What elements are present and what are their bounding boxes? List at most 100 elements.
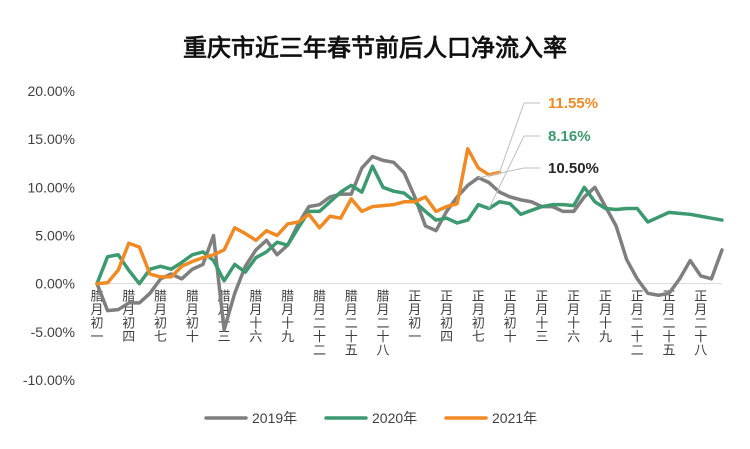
x-tick-label: 正月二十五	[663, 290, 676, 359]
x-tick-char: 正	[504, 290, 517, 305]
x-tick-char: 六	[249, 330, 262, 345]
y-tick-label: 20.00%	[28, 83, 75, 99]
x-tick-char: 七	[154, 330, 167, 345]
chart-title: 重庆市近三年春节前后人口净流入率	[183, 34, 567, 62]
x-tick-char: 月	[154, 303, 167, 318]
x-tick-char: 月	[535, 303, 548, 318]
x-tick-char: 月	[281, 303, 294, 318]
x-tick-char: 四	[440, 330, 453, 345]
x-tick-char: 八	[377, 344, 390, 359]
callout-labels: 11.55% 8.16% 10.50%	[478, 95, 599, 209]
legend-label: 2020年	[372, 410, 417, 426]
series-line-2021年	[95, 147, 502, 286]
callout-label: 11.55%	[548, 95, 598, 112]
x-tick-char: 初	[408, 317, 421, 332]
callout-leader	[499, 102, 525, 173]
callout-label: 10.50%	[548, 160, 599, 177]
x-tick-char: 腊	[313, 290, 326, 305]
x-tick-label: 腊月十六	[249, 290, 262, 346]
x-axis: 腊月初一腊月初四腊月初七腊月初十腊月十三腊月十六腊月十九腊月二十二腊月二十五腊月…	[90, 283, 722, 359]
x-tick-label: 腊月初七	[154, 290, 167, 346]
x-tick-label: 正月十六	[567, 290, 580, 346]
x-tick-char: 四	[122, 330, 135, 345]
y-tick-label: 10.00%	[28, 179, 75, 195]
x-tick-char: 月	[694, 303, 707, 318]
x-tick-char: 十	[631, 330, 644, 345]
x-tick-char: 月	[345, 303, 358, 318]
x-tick-label: 正月十九	[599, 290, 612, 346]
x-tick-char: 五	[663, 344, 676, 359]
x-tick-char: 二	[631, 344, 644, 359]
callout-label: 8.16%	[548, 128, 591, 145]
x-tick-label: 正月十三	[535, 290, 548, 346]
x-tick-char: 腊	[186, 290, 199, 305]
x-tick-char: 十	[694, 330, 707, 345]
x-tick-char: 月	[631, 303, 644, 318]
x-tick-label: 正月初十	[504, 290, 517, 346]
x-tick-char: 二	[345, 317, 358, 332]
x-tick-char: 正	[567, 290, 580, 305]
x-tick-char: 九	[281, 330, 294, 345]
x-tick-char: 一	[90, 330, 103, 345]
x-tick-label: 腊月初十	[186, 290, 199, 346]
series-line-2020年	[95, 164, 724, 286]
x-tick-char: 十	[345, 330, 358, 345]
x-tick-char: 二	[377, 317, 390, 332]
x-tick-char: 十	[249, 317, 262, 332]
x-tick-char: 月	[249, 303, 262, 318]
x-tick-label: 正月二十二	[631, 290, 644, 359]
x-tick-label: 正月初一	[408, 290, 421, 346]
series-line-2019年	[95, 154, 724, 332]
legend: 2019年 2020年 2021年	[204, 410, 537, 426]
x-tick-char: 十	[599, 317, 612, 332]
x-tick-char: 正	[694, 290, 707, 305]
x-tick-char: 初	[472, 317, 485, 332]
x-tick-char: 十	[281, 317, 294, 332]
y-tick-label: 0.00%	[35, 276, 75, 292]
x-tick-char: 腊	[249, 290, 262, 305]
x-tick-char: 月	[599, 303, 612, 318]
x-tick-char: 月	[90, 303, 103, 318]
x-tick-char: 腊	[154, 290, 167, 305]
x-tick-char: 五	[345, 344, 358, 359]
x-tick-char: 初	[186, 317, 199, 332]
x-tick-label: 正月初四	[440, 290, 453, 346]
x-tick-char: 十	[313, 330, 326, 345]
x-tick-char: 十	[535, 317, 548, 332]
y-tick-label: -5.00%	[31, 324, 75, 340]
y-axis: 20.00% 15.00% 10.00% 5.00% 0.00% -5.00% -10.00…	[23, 83, 75, 388]
x-tick-char: 三	[535, 330, 548, 345]
callout-leader	[478, 167, 525, 179]
x-tick-char: 二	[313, 344, 326, 359]
x-tick-char: 八	[694, 344, 707, 359]
x-tick-char: 三	[218, 330, 231, 345]
x-tick-char: 初	[154, 317, 167, 332]
x-tick-char: 初	[440, 317, 453, 332]
x-tick-label: 腊月初一	[90, 290, 103, 346]
x-tick-char: 正	[599, 290, 612, 305]
x-tick-char: 正	[631, 290, 644, 305]
x-tick-char: 初	[504, 317, 517, 332]
x-tick-char: 六	[567, 330, 580, 345]
x-tick-char: 月	[440, 303, 453, 318]
x-tick-char: 十	[663, 330, 676, 345]
x-tick-char: 初	[90, 317, 103, 332]
x-tick-char: 二	[694, 317, 707, 332]
x-tick-char: 正	[472, 290, 485, 305]
x-tick-char: 初	[122, 317, 135, 332]
x-tick-char: 月	[567, 303, 580, 318]
x-tick-char: 十	[377, 330, 390, 345]
legend-label: 2019年	[252, 410, 297, 426]
legend-label: 2021年	[492, 410, 537, 426]
x-tick-label: 腊月二十五	[345, 290, 358, 359]
x-tick-char: 月	[472, 303, 485, 318]
y-tick-label: -10.00%	[23, 372, 75, 388]
x-tick-char: 月	[504, 303, 517, 318]
x-tick-char: 七	[472, 330, 485, 345]
x-tick-char: 正	[440, 290, 453, 305]
x-tick-char: 腊	[281, 290, 294, 305]
x-tick-char: 十	[504, 330, 517, 345]
x-tick-label: 腊月二十八	[377, 290, 390, 359]
x-tick-char: 月	[408, 303, 421, 318]
